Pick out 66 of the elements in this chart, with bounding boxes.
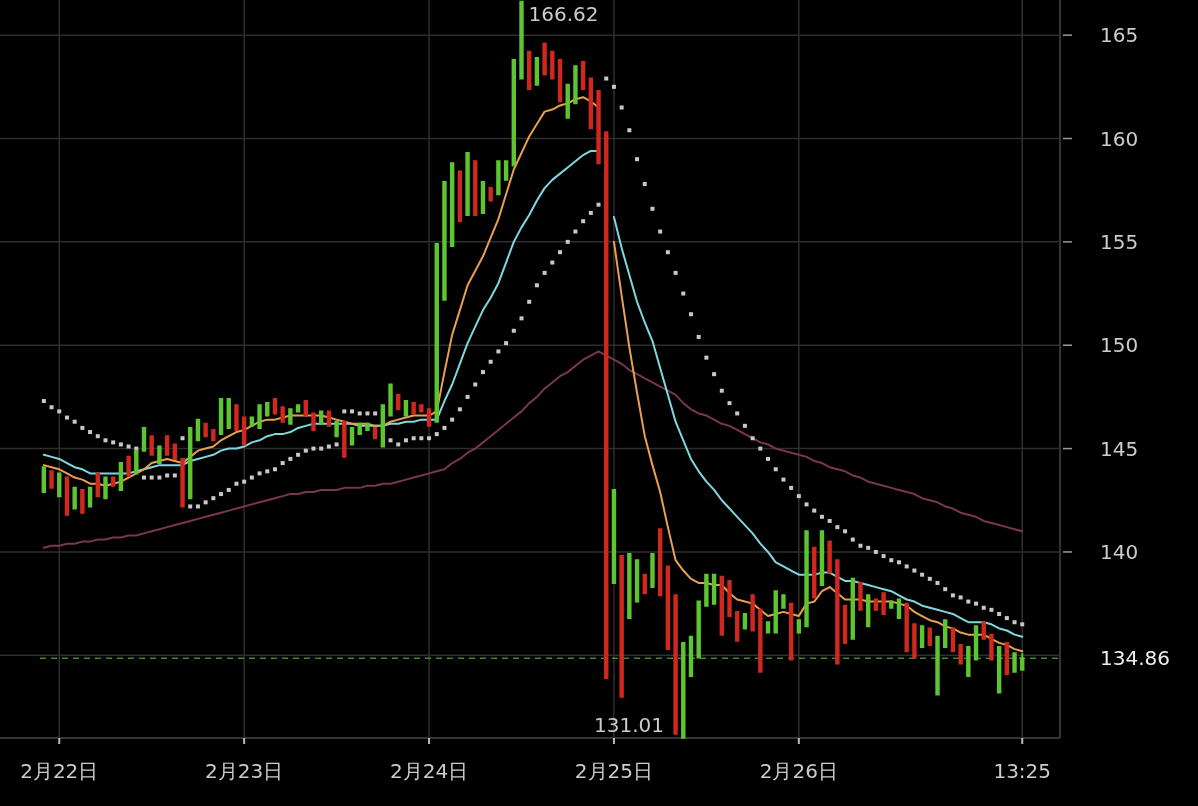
candlestick — [781, 594, 786, 609]
candlestick — [935, 635, 940, 696]
candlestick — [904, 602, 909, 653]
candlestick — [496, 160, 501, 196]
candlestick — [180, 457, 185, 508]
candlestick — [211, 428, 216, 442]
candlestick — [234, 404, 239, 431]
candlestick — [750, 594, 755, 632]
candlestick — [103, 476, 108, 500]
candlestick — [388, 383, 393, 417]
candlestick — [758, 608, 763, 673]
x-tick-label: 13:25 — [993, 759, 1052, 783]
x-tick-label: 2月26日 — [759, 759, 838, 783]
candlestick — [727, 579, 732, 618]
candlestick — [157, 445, 162, 465]
candlestick — [49, 470, 54, 489]
x-tick-label: 2月22日 — [20, 759, 99, 783]
candlestick — [365, 422, 370, 431]
candlestick — [411, 402, 416, 415]
candlestick — [989, 633, 994, 661]
annotation: 131.01 — [594, 712, 665, 737]
candlestick — [257, 404, 262, 429]
candlestick — [72, 486, 77, 510]
candlestick — [827, 540, 832, 574]
candlestick — [858, 581, 863, 611]
candlestick — [280, 406, 285, 423]
candlestick — [542, 42, 547, 76]
candlestick — [442, 180, 447, 301]
candlestick — [203, 422, 208, 438]
x-tick-label: 2月24日 — [389, 759, 469, 783]
annotation: 166.62 — [528, 1, 599, 26]
y-tick-label: 160 — [1100, 126, 1139, 151]
y-tick-label: 145 — [1100, 436, 1139, 461]
candlestick — [488, 187, 493, 202]
x-tick-label: 2月23日 — [205, 759, 284, 783]
candlestick — [958, 643, 963, 665]
candlestick — [804, 530, 809, 628]
candlestick — [1012, 652, 1017, 673]
candlestick — [704, 573, 709, 607]
candlestick — [912, 623, 917, 659]
y-tick-label: 140 — [1100, 539, 1139, 564]
ref-line-label: 134.86 — [1100, 646, 1170, 671]
candlestick — [573, 65, 578, 105]
candlestick — [311, 412, 316, 431]
candlestick — [696, 600, 701, 659]
x-tick-label: 2月25日 — [574, 759, 654, 783]
candlestick — [550, 50, 555, 80]
candlestick — [465, 151, 470, 216]
line-series — [42, 350, 1024, 549]
candlestick — [334, 420, 339, 438]
candlestick — [881, 592, 886, 615]
y-tick-label: 155 — [1100, 229, 1139, 254]
candlestick — [80, 488, 85, 514]
candlestick — [126, 455, 131, 477]
candlestick — [619, 555, 624, 698]
candlestick — [519, 0, 524, 80]
candlestick — [966, 646, 971, 677]
candlestick — [627, 553, 632, 620]
candlestick — [673, 594, 678, 735]
candlestick — [650, 553, 655, 589]
candlestick — [419, 404, 424, 413]
candlestick — [342, 420, 347, 458]
candlestick — [835, 559, 840, 665]
y-tick-label: 150 — [1100, 333, 1139, 358]
y-tick-label: 165 — [1100, 23, 1139, 48]
candlestick — [288, 408, 293, 425]
